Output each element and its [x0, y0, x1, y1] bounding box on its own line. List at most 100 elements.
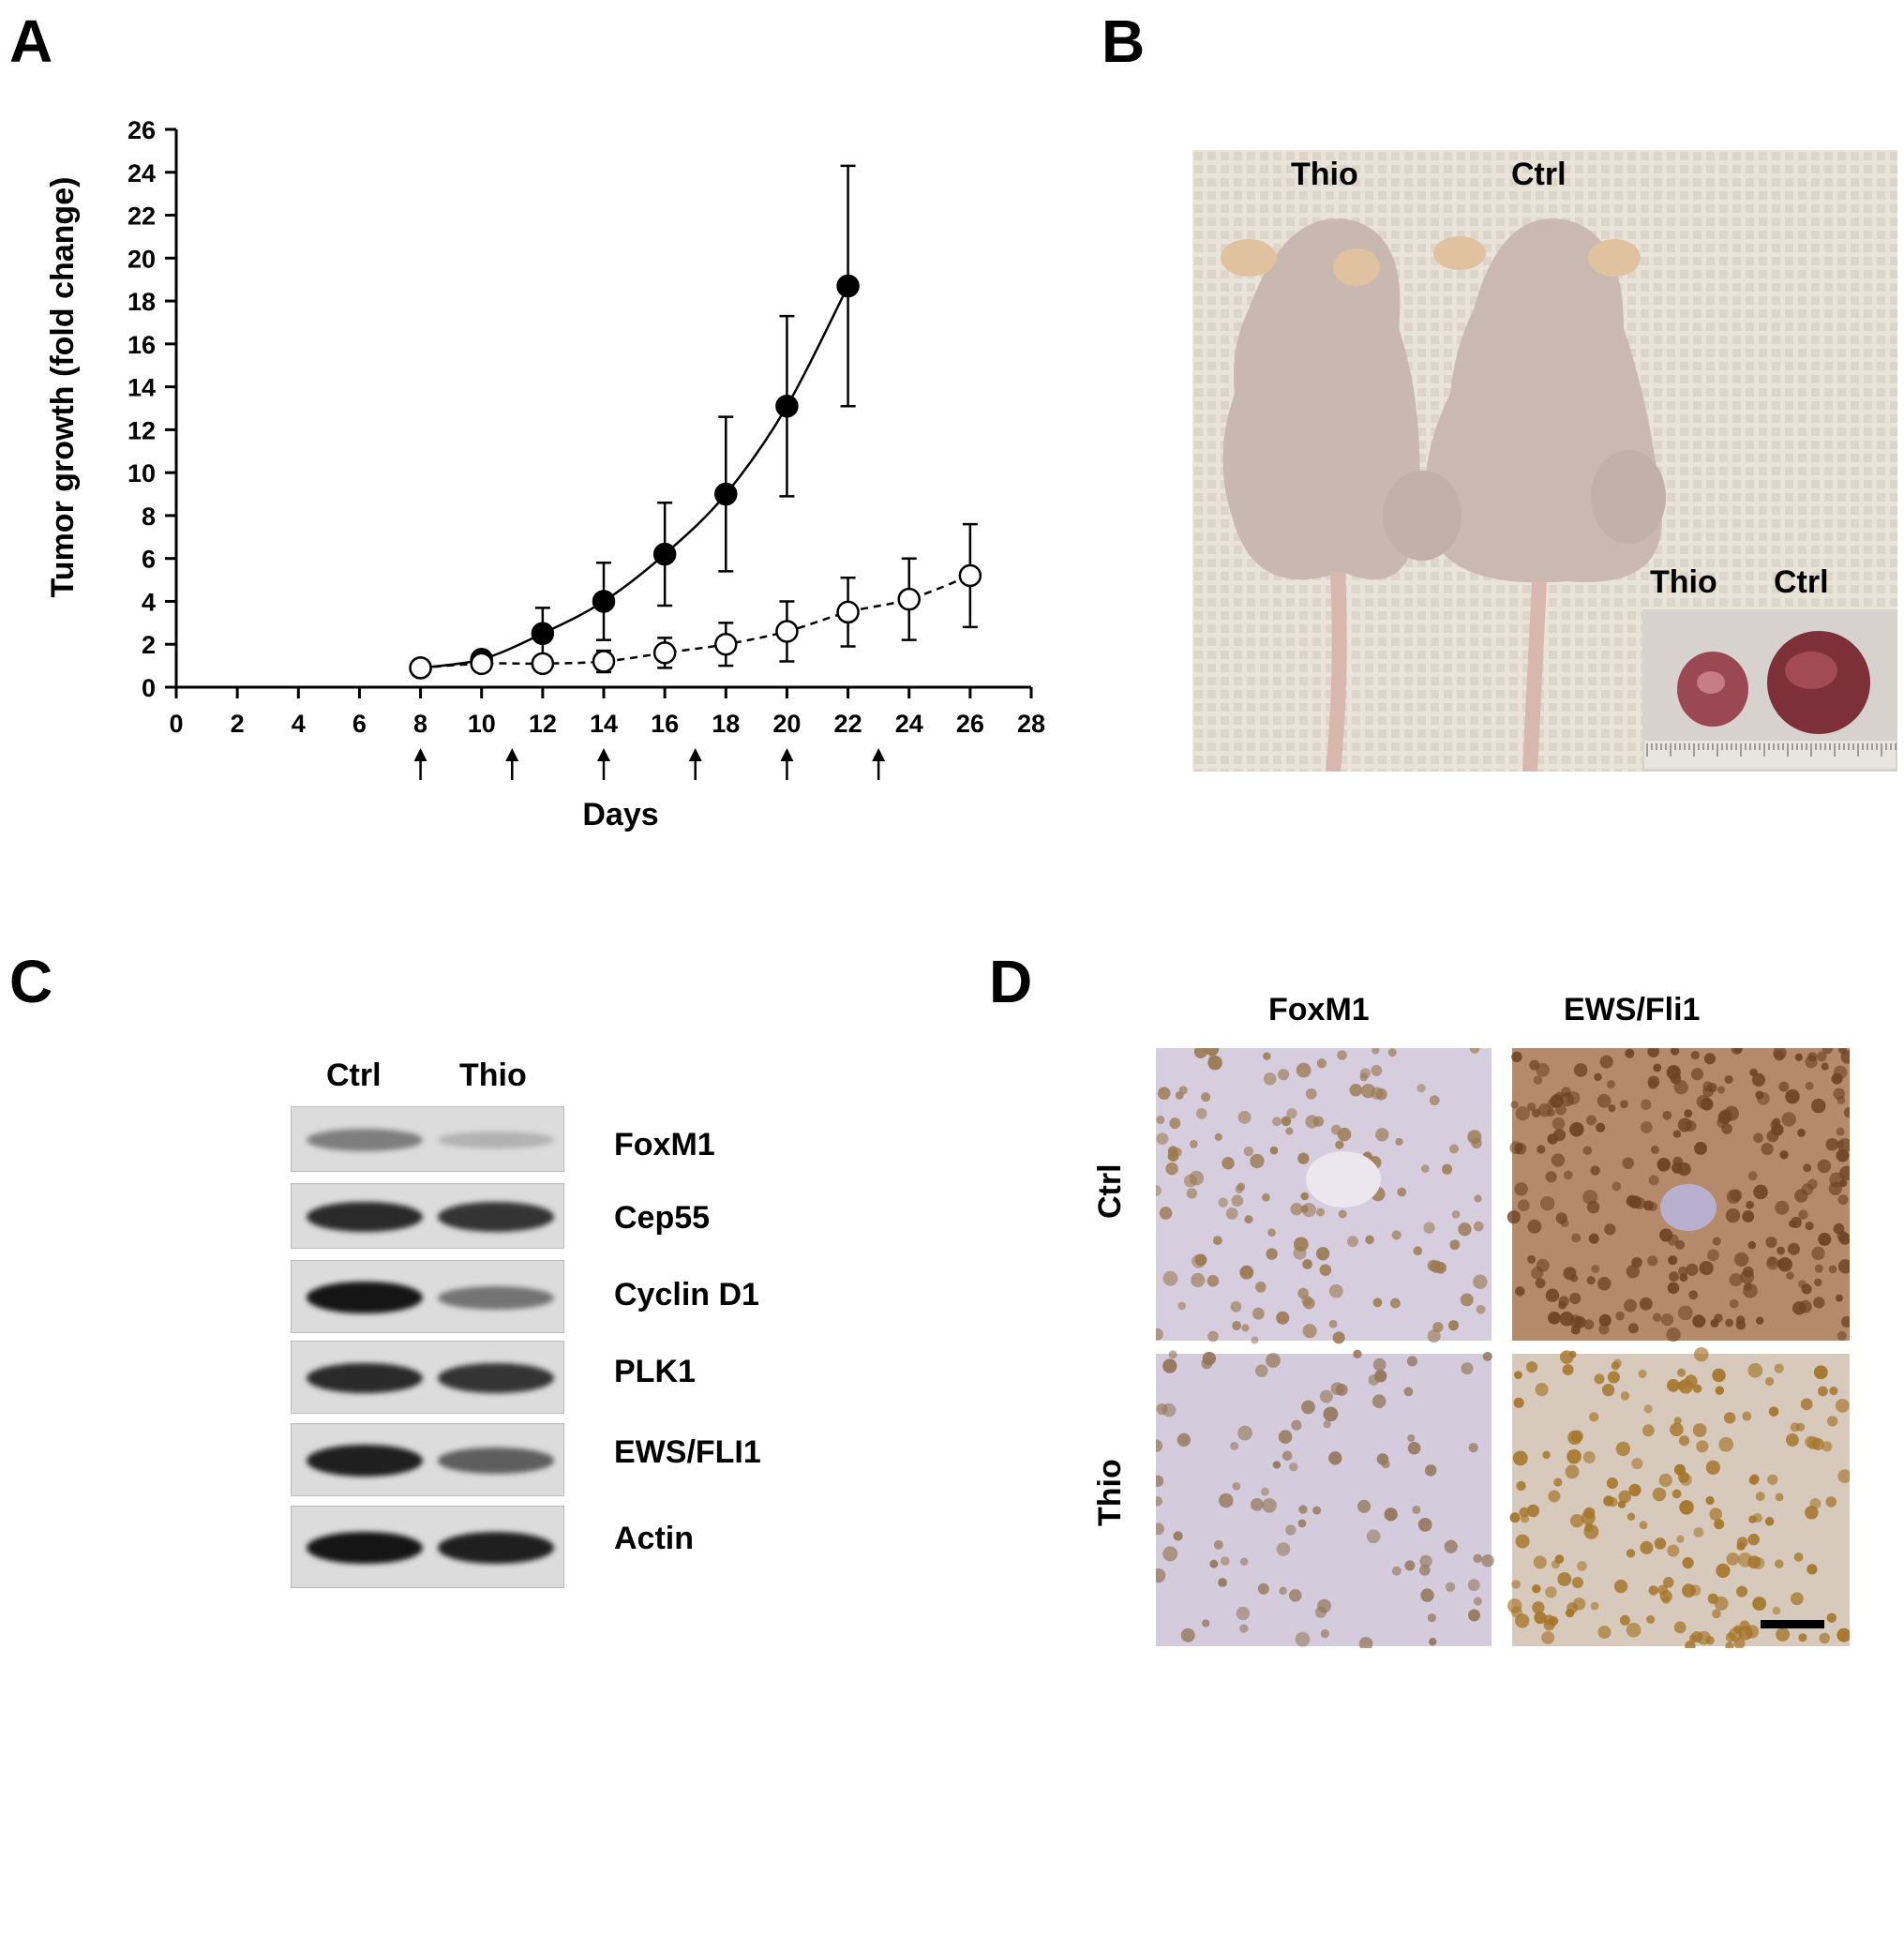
data-point [958, 563, 982, 588]
y-tick-label: 22 [127, 202, 156, 231]
vessel [1306, 1151, 1381, 1208]
y-tick-label: 6 [142, 546, 156, 574]
data-point [409, 656, 432, 680]
y-tick-label: 26 [127, 116, 156, 144]
panel-letter-c: C [9, 948, 53, 1015]
blot-band-thio [438, 1285, 554, 1310]
data-point [836, 600, 860, 624]
x-tick-label: 12 [529, 710, 557, 738]
y-axis-label: Tumor growth (fold change) [45, 177, 81, 598]
data-point [714, 482, 738, 506]
x-tick-label: 26 [956, 710, 984, 738]
ihc-images [1156, 1048, 1850, 1648]
blot-band-thio [438, 1202, 554, 1232]
data-point [714, 632, 738, 656]
ihc-row-thio: Thio [1092, 1459, 1128, 1526]
x-tick-label: 24 [895, 710, 923, 738]
x-tick-label: 8 [413, 710, 427, 738]
x-tick-label: 6 [352, 710, 367, 738]
y-tick-label: 8 [142, 502, 156, 531]
y-tick-label: 10 [127, 459, 156, 488]
blot-band-ctrl [307, 1201, 423, 1233]
blot-strip [291, 1423, 564, 1496]
y-tick-label: 24 [127, 159, 156, 188]
blot-lane-ctrl: Ctrl [326, 1058, 382, 1093]
ihc-foxm1-thio [1156, 1349, 1494, 1648]
blot-band-ctrl [307, 1362, 423, 1394]
ihc-col-foxm1: FoxM1 [1268, 992, 1370, 1028]
panel-letter-d: D [989, 948, 1033, 1015]
blot-band-thio [438, 1448, 554, 1474]
blot-strip [291, 1260, 564, 1333]
blot-row-label: EWS/FLI1 [614, 1434, 761, 1470]
mouse-illustration [1192, 150, 1897, 772]
data-point [592, 590, 616, 613]
mouse-label-ctrl: Ctrl [1511, 157, 1567, 192]
data-point [531, 652, 555, 676]
treatment-arrowhead [780, 748, 794, 761]
blot-band-thio [438, 1131, 554, 1149]
x-tick-label: 28 [1017, 710, 1045, 738]
mouse-label-thio: Thio [1291, 157, 1358, 192]
x-tick-label: 14 [590, 710, 618, 738]
blot-band-thio [438, 1532, 554, 1564]
data-point [592, 650, 616, 673]
mouse-thio [1221, 218, 1420, 772]
blot-strip [291, 1341, 564, 1414]
x-axis-label: Days [582, 797, 658, 832]
treatment-arrowhead [597, 748, 610, 761]
blot-strip [291, 1506, 564, 1588]
blot-row-label: PLK1 [614, 1354, 696, 1389]
x-tick-label: 2 [231, 710, 245, 738]
blot-row-label: Cep55 [614, 1200, 711, 1236]
treatment-arrowhead [872, 748, 886, 761]
data-point [775, 394, 799, 418]
blot-row-label: FoxM1 [614, 1127, 715, 1162]
mouse-ctrl [1383, 218, 1666, 772]
blot-row-label: Cyclin D1 [614, 1277, 759, 1312]
blot-band-ctrl [307, 1281, 423, 1314]
ihc-ewsfli1-thio [1507, 1346, 1850, 1648]
y-tick-label: 2 [142, 631, 156, 659]
blot-row-label: Actin [614, 1521, 694, 1556]
y-tick-label: 0 [142, 674, 156, 702]
x-tick-label: 4 [292, 710, 306, 738]
x-tick-label: 0 [169, 710, 183, 738]
blot-band-thio [438, 1363, 554, 1393]
x-tick-label: 18 [712, 710, 740, 738]
western-blot [291, 1106, 564, 1950]
x-tick-label: 22 [834, 710, 862, 738]
blot-band-ctrl [307, 1445, 423, 1477]
treatment-arrowhead [505, 748, 519, 761]
scale-bar [1761, 1620, 1824, 1628]
inset-label-thio: Thio [1650, 564, 1717, 600]
data-point [775, 620, 799, 643]
inset-label-ctrl: Ctrl [1774, 564, 1829, 600]
y-tick-label: 20 [127, 245, 156, 273]
y-tick-label: 14 [127, 374, 156, 402]
data-point [897, 587, 921, 611]
blot-lane-thio: Thio [459, 1058, 527, 1093]
data-point [652, 641, 677, 665]
x-tick-label: 10 [468, 710, 496, 738]
panel-letter-a: A [9, 8, 53, 75]
data-point [531, 622, 555, 646]
data-point [470, 652, 493, 676]
panel-letter-b: B [1102, 8, 1146, 75]
blot-strip [291, 1106, 564, 1172]
blot-band-ctrl [307, 1129, 423, 1151]
treatment-arrowhead [688, 748, 702, 761]
tumor-inset [1642, 609, 1897, 772]
vessel [1660, 1184, 1717, 1231]
x-tick-label: 20 [772, 710, 801, 738]
ihc-row-ctrl: Ctrl [1092, 1163, 1128, 1219]
mouse-photo: Thio Ctrl Thio Ctrl [1192, 150, 1897, 772]
y-tick-label: 16 [127, 331, 156, 359]
x-tick-label: 16 [651, 710, 679, 738]
blot-band-ctrl [307, 1531, 423, 1565]
series-line-1 [420, 574, 971, 669]
series-line-0 [420, 285, 849, 669]
y-tick-label: 4 [142, 588, 156, 616]
y-tick-label: 18 [127, 288, 156, 316]
